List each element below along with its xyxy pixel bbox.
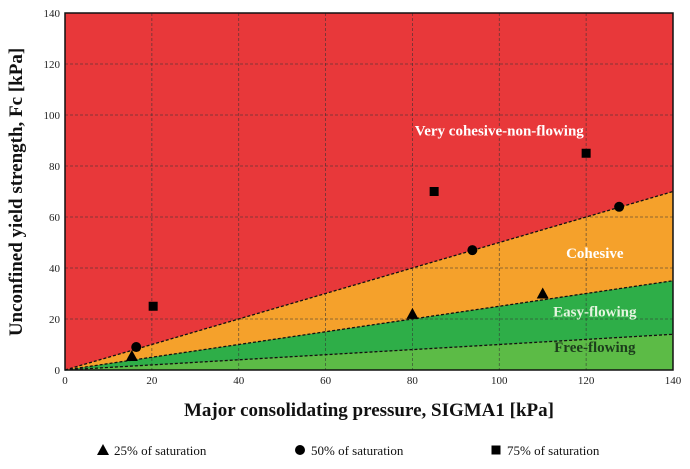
region-labels: Very cohesive-non-flowing Cohesive Easy-fl… [415, 123, 637, 356]
y-tick-label: 100 [44, 110, 61, 122]
legend-marker-square [491, 445, 501, 455]
point-circle [467, 245, 478, 256]
boundary-line [64, 333, 674, 371]
legend-label: 25% of saturation [114, 443, 207, 458]
y-axis-label: Unconfined yield strength, Fc [kPa] [6, 48, 27, 336]
x-tick-label: 80 [407, 375, 419, 387]
y-tick-label: 80 [49, 161, 61, 173]
ticks: 0 20 40 60 80 100 120 140 0 20 40 60 80 100 120 140 [44, 8, 682, 387]
point-triangle [406, 307, 419, 319]
legend-marker-triangle [97, 444, 109, 455]
point-square [429, 187, 439, 196]
region-label: Cohesive [566, 246, 624, 262]
x-tick-label: 0 [62, 375, 68, 387]
legend-label: 50% of saturation [311, 443, 404, 458]
y-tick-label: 60 [49, 212, 61, 224]
x-tick-label: 40 [233, 375, 245, 387]
x-axis-label: Major consolidating pressure, SIGMA1 [kP… [184, 400, 554, 421]
region-label: Easy-flowing [553, 304, 637, 320]
x-tick-label: 20 [146, 375, 158, 387]
x-tick-label: 60 [320, 375, 332, 387]
point-circle [614, 201, 625, 212]
boundary-line [64, 280, 674, 371]
data-points [125, 148, 625, 361]
x-tick-label: 140 [665, 375, 682, 387]
legend-marker-circle [295, 445, 305, 455]
point-circle [131, 342, 142, 353]
region-label: Very cohesive-non-flowing [415, 123, 585, 139]
region-label: Free-flowing [554, 340, 636, 356]
plot-frame [64, 12, 674, 371]
y-tick-label: 120 [44, 59, 61, 71]
point-triangle [125, 349, 138, 361]
boundary-lines [64, 190, 674, 371]
x-tick-label: 100 [491, 375, 508, 387]
x-tick-label: 120 [578, 375, 595, 387]
legend-label: 75% of saturation [507, 443, 600, 458]
y-tick-label: 0 [55, 365, 61, 377]
point-triangle [536, 287, 549, 299]
y-tick-label: 40 [49, 263, 61, 275]
y-tick-label: 20 [49, 314, 61, 326]
point-square [148, 301, 158, 311]
legend: 25% of saturation 50% of saturation 75% of… [97, 443, 600, 458]
point-square [581, 148, 591, 158]
boundary-line [64, 190, 674, 371]
y-tick-label: 140 [44, 8, 61, 20]
